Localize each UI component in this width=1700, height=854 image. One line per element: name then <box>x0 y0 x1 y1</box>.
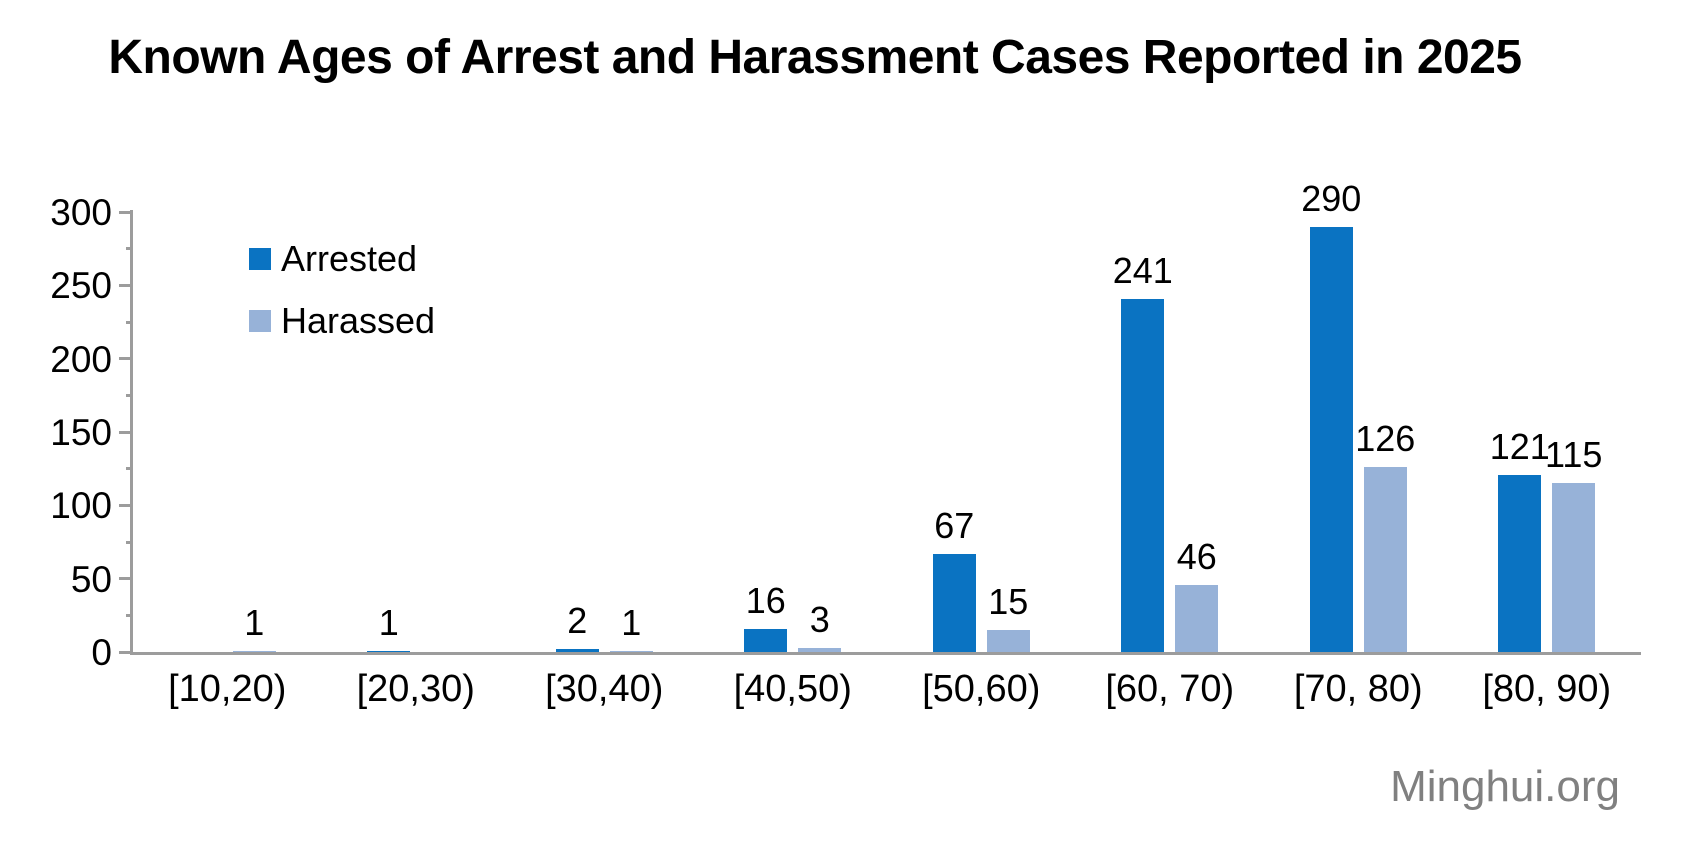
legend-label-harassed: Harassed <box>281 300 436 341</box>
harassed-bar <box>1175 584 1219 652</box>
y-major-tick <box>119 430 133 434</box>
y-minor-tick <box>126 320 133 324</box>
y-major-tick <box>119 503 133 507</box>
harassed-value-label: 1 <box>621 601 642 643</box>
arrested-swatch-icon <box>249 248 271 270</box>
chart-title: Known Ages of Arrest and Harassment Case… <box>108 31 1522 84</box>
arrested-bar <box>367 650 411 652</box>
y-tick-label: 50 <box>70 558 112 600</box>
y-tick-label: 250 <box>50 265 112 307</box>
arrested-value-label: 241 <box>1112 249 1173 291</box>
x-category-label: [70, 80) <box>1293 668 1423 710</box>
harassed-value-label: 46 <box>1176 535 1217 577</box>
harassed-value-label: 1 <box>244 601 265 643</box>
harassed-value-label: 115 <box>1545 434 1603 476</box>
arrested-bar <box>1121 298 1165 652</box>
harassed-bar <box>798 647 842 652</box>
y-minor-tick <box>126 467 133 471</box>
arrested-bar <box>1498 474 1542 652</box>
arrested-value-label: 67 <box>934 504 975 546</box>
y-major-tick <box>119 283 133 287</box>
harassed-bar <box>609 650 653 652</box>
arrested-bar <box>744 628 788 652</box>
y-major-tick <box>119 577 133 581</box>
x-category-label: [40,50) <box>733 668 852 710</box>
x-category-label: [20,30) <box>356 668 475 710</box>
arrested-value-label: 121 <box>1489 425 1550 467</box>
x-category-label: [50,60) <box>922 668 1041 710</box>
arrested-value-label: 1 <box>378 601 399 643</box>
harassed-swatch-icon <box>249 310 271 332</box>
y-tick-label: 150 <box>50 412 112 453</box>
arrested-value-label: 2 <box>567 600 588 642</box>
legend-item-harassed: Harassed <box>249 303 435 339</box>
y-minor-tick <box>126 247 133 251</box>
y-minor-tick <box>126 393 133 397</box>
x-axis-line <box>130 652 1641 655</box>
y-major-tick <box>119 650 133 654</box>
harassed-bar <box>1552 483 1596 652</box>
y-tick-label: 300 <box>50 192 112 233</box>
arrested-bar <box>932 553 976 652</box>
harassed-bar <box>1363 467 1407 652</box>
y-tick-label: 200 <box>50 338 112 380</box>
harassed-bar <box>232 650 276 652</box>
harassed-bar <box>986 630 1030 652</box>
y-major-tick <box>119 357 133 361</box>
harassed-value-label: 126 <box>1355 418 1416 460</box>
harassed-value-label: 15 <box>988 581 1029 622</box>
y-tick-label: 100 <box>50 485 112 527</box>
y-minor-tick <box>126 613 133 617</box>
legend-item-arrested: Arrested <box>249 241 417 277</box>
x-category-label: [80, 90) <box>1482 668 1612 710</box>
minghui-watermark: Minghui.org <box>1390 762 1620 811</box>
arrested-bar <box>1309 226 1353 652</box>
x-category-label: [60, 70) <box>1105 668 1235 710</box>
y-tick-label: 0 <box>91 632 112 673</box>
harassed-value-label: 3 <box>809 598 830 640</box>
y-major-tick <box>119 210 133 214</box>
x-category-label: [10,20) <box>168 668 287 710</box>
arrested-value-label: 290 <box>1301 177 1362 219</box>
y-minor-tick <box>126 540 133 544</box>
x-category-label: [30,40) <box>545 668 664 710</box>
arrested-bar <box>555 649 599 652</box>
legend-label-arrested: Arrested <box>281 238 418 279</box>
arrested-value-label: 16 <box>745 579 786 621</box>
